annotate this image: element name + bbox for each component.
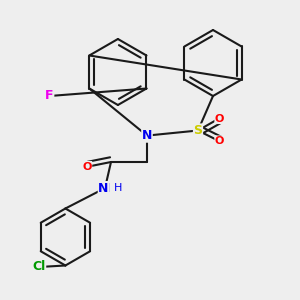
- Text: O: O: [215, 136, 224, 146]
- Text: N: N: [98, 182, 109, 195]
- Text: O: O: [215, 113, 224, 124]
- Text: F: F: [45, 89, 54, 103]
- Text: O: O: [82, 161, 92, 172]
- Text: N: N: [142, 129, 152, 142]
- Text: Cl: Cl: [32, 260, 46, 274]
- Text: N: N: [100, 182, 110, 195]
- Text: H: H: [113, 183, 122, 193]
- Text: S: S: [194, 124, 202, 137]
